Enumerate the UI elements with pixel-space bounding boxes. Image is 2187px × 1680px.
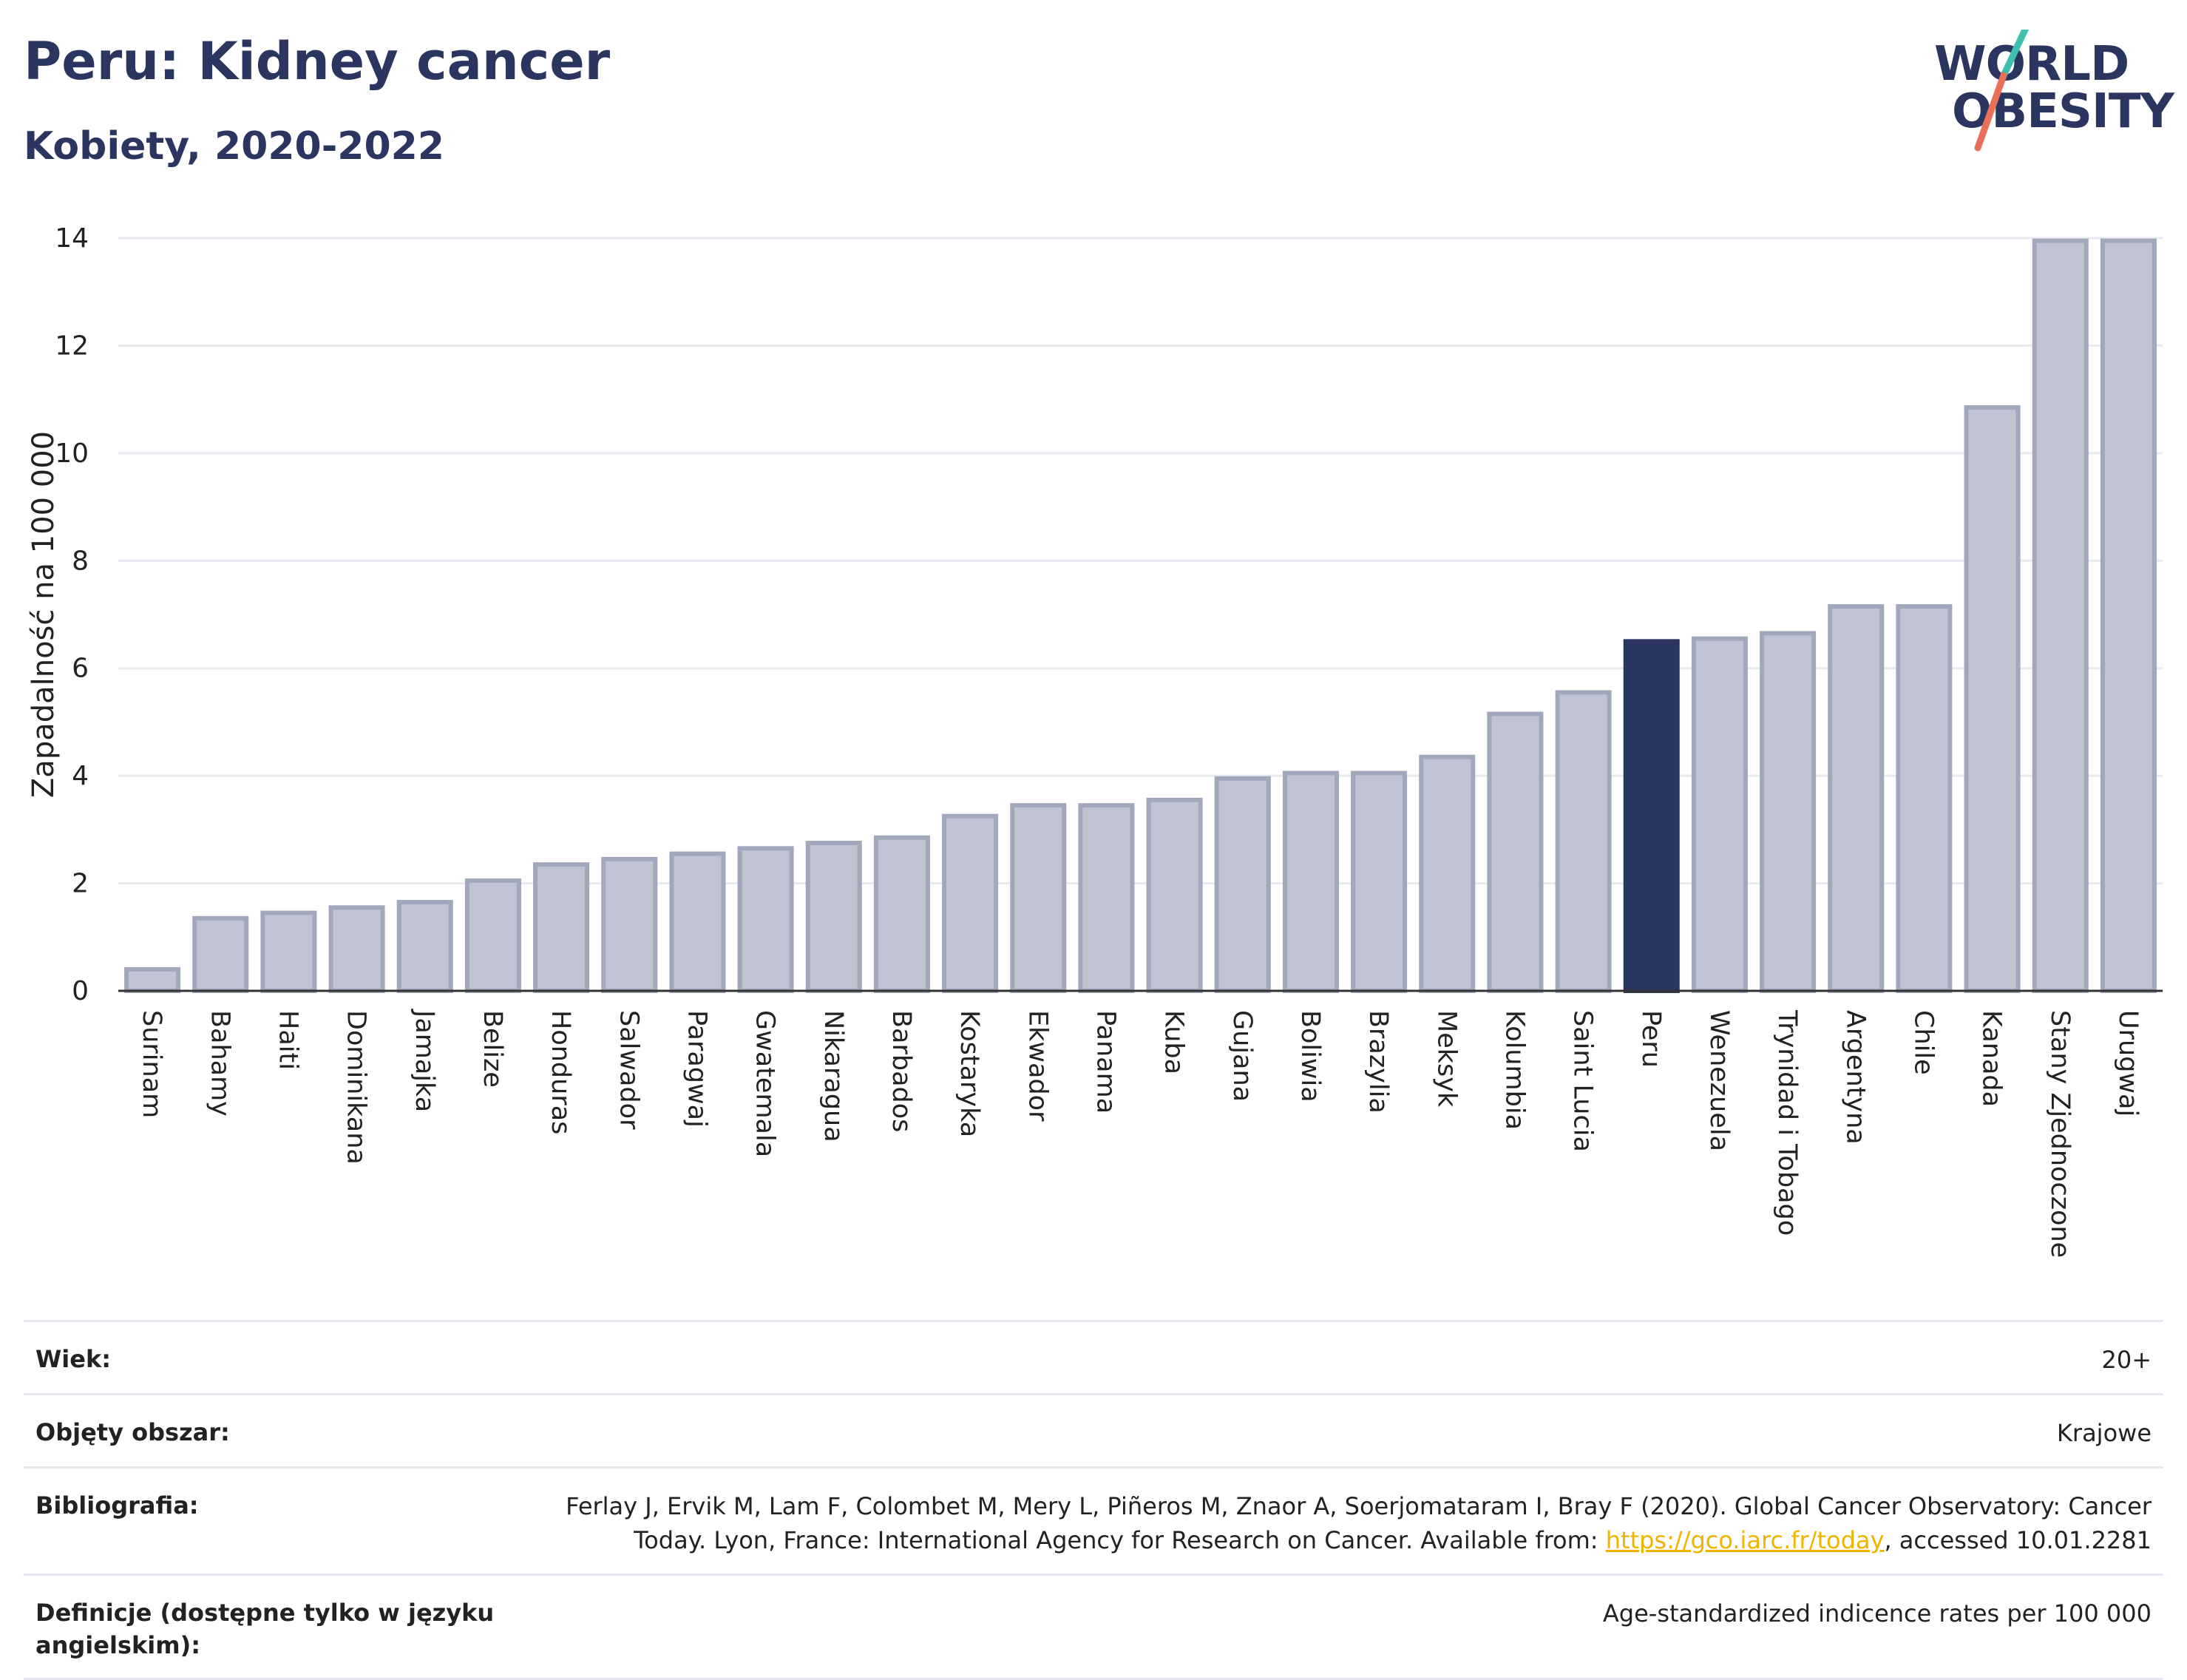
y-tick-label: 0 — [72, 976, 89, 1006]
bar — [124, 966, 181, 994]
bar — [1828, 604, 1885, 993]
x-tick-label: Wenezuela — [1704, 1010, 1734, 1151]
meta-label-age: Wiek: — [35, 1345, 112, 1373]
meta-label-bibliography: Bibliografia: — [35, 1491, 199, 1520]
x-tick-label: Paragwaj — [682, 1010, 711, 1128]
meta-value-coverage: Krajowe — [2056, 1419, 2152, 1447]
bar — [1691, 636, 1748, 993]
meta-row-coverage: Objęty obszar: Krajowe — [24, 1393, 2163, 1466]
x-tick-label: Panama — [1091, 1010, 1120, 1114]
y-tick-label: 8 — [72, 546, 89, 576]
y-tick-label: 12 — [55, 331, 89, 361]
x-tick-label: Chile — [1908, 1010, 1938, 1075]
meta-label-coverage: Objęty obszar: — [35, 1418, 230, 1446]
bar — [805, 841, 862, 993]
meta-row-age: Wiek: 20+ — [24, 1320, 2163, 1393]
bibliography-accessed: , accessed 10.01.2281 — [1884, 1526, 2152, 1554]
x-tick-label: Jamajka — [410, 1009, 439, 1112]
bar — [942, 813, 999, 994]
bar — [464, 878, 521, 994]
x-tick-label: Kanada — [1977, 1010, 2007, 1107]
x-tick-label: Brazylia — [1363, 1010, 1393, 1114]
bar — [737, 846, 794, 993]
bar — [260, 910, 317, 993]
x-tick-label: Trynidad i Tobago — [1772, 1009, 1802, 1236]
meta-value-bibliography: Ferlay J, Ervik M, Lam F, Colombet M, Me… — [562, 1489, 2152, 1557]
bar — [1078, 803, 1135, 994]
bar — [396, 900, 453, 993]
bar — [1146, 797, 1203, 993]
meta-value-age: 20+ — [2101, 1346, 2152, 1374]
bar — [601, 856, 658, 993]
x-tick-label: Stany Zjednoczone — [2045, 1010, 2075, 1258]
x-tick-label: Barbados — [886, 1010, 916, 1132]
x-tick-label: Argentyna — [1840, 1010, 1870, 1145]
logo-line-1: WORLD — [1934, 37, 2129, 92]
bar — [1896, 604, 1953, 993]
y-tick-label: 14 — [55, 223, 89, 254]
bibliography-link[interactable]: https://gco.iarc.fr/today — [1605, 1526, 1885, 1554]
bar — [1214, 776, 1271, 993]
x-tick-label: Dominikana — [342, 1010, 371, 1165]
bar — [1760, 631, 1817, 993]
x-tick-label: Gwatemala — [750, 1010, 780, 1157]
bar — [1623, 639, 1680, 993]
meta-label-definitions: Definicje (dostępne tylko w języku angie… — [35, 1599, 495, 1659]
bar — [1010, 803, 1067, 994]
x-tick-label: Surinam — [137, 1010, 166, 1118]
x-tick-label: Saint Lucia — [1568, 1010, 1598, 1152]
x-tick-label: Ekwador — [1023, 1010, 1052, 1122]
bar — [669, 851, 726, 993]
y-tick-label: 6 — [72, 654, 89, 684]
x-tick-label: Honduras — [546, 1010, 575, 1134]
x-tick-label: Kuba — [1159, 1010, 1189, 1074]
x-tick-label: Belize — [478, 1010, 507, 1088]
y-tick-label: 4 — [72, 761, 89, 791]
bar — [1351, 770, 1408, 993]
x-tick-label: Haiti — [273, 1010, 302, 1070]
bar — [533, 862, 590, 993]
x-tick-label: Gujana — [1227, 1010, 1257, 1102]
bar — [1487, 711, 1544, 993]
x-tick-label: Nikaragua — [818, 1010, 848, 1142]
bar — [1555, 690, 1612, 994]
bar — [873, 835, 930, 993]
meta-row-bibliography: Bibliografia: Ferlay J, Ervik M, Lam F, … — [24, 1466, 2163, 1574]
bar — [328, 905, 385, 993]
x-tick-label: Boliwia — [1295, 1010, 1325, 1102]
bar — [192, 915, 249, 993]
world-obesity-logo[interactable]: WORLD OBESITY — [1922, 30, 2174, 163]
meta-value-definitions: Age-standardized indicence rates per 100… — [1602, 1599, 2152, 1628]
bar — [2100, 238, 2157, 993]
y-tick-label: 10 — [55, 438, 89, 469]
meta-row-definitions: Definicje (dostępne tylko w języku angie… — [24, 1574, 2163, 1680]
chart-subtitle: Kobiety, 2020-2022 — [24, 124, 445, 169]
x-tick-label: Bahamy — [205, 1010, 234, 1117]
x-tick-label: Kostaryka — [955, 1010, 984, 1137]
bar-chart: 0 2 4 6 8 10 12 14 Zapadalność na 100 000 Surinam… — [27, 223, 2163, 1258]
bar — [1282, 770, 1339, 993]
bar — [1964, 405, 2021, 993]
x-tick-label: Kolumbia — [1499, 1010, 1529, 1130]
metadata-table: Wiek: 20+ Objęty obszar: Krajowe Bibliog… — [24, 1320, 2163, 1680]
bar — [1419, 754, 1476, 993]
bibliography-text: Ferlay J, Ervik M, Lam F, Colombet M, Me… — [566, 1492, 2152, 1554]
y-tick-label: 2 — [72, 869, 89, 899]
y-axis-label: Zapadalność na 100 000 — [27, 431, 61, 798]
chart-title: Peru: Kidney cancer — [24, 31, 611, 92]
bar — [2032, 238, 2089, 993]
x-tick-label: Meksyk — [1431, 1010, 1461, 1108]
logo-slash-icon — [1974, 30, 2030, 152]
x-tick-label: Urugwaj — [2113, 1010, 2143, 1117]
x-tick-label: Peru — [1636, 1010, 1666, 1068]
x-tick-label: Salwador — [614, 1010, 643, 1130]
